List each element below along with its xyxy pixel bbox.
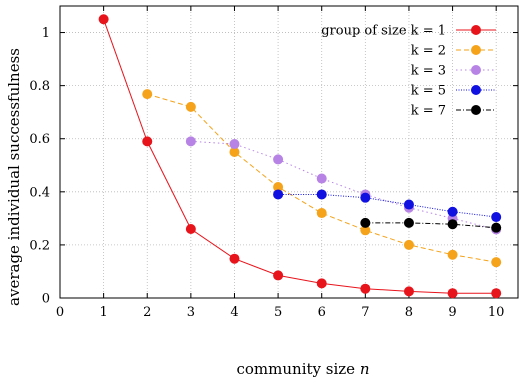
legend-marker bbox=[471, 45, 481, 55]
data-point bbox=[229, 139, 240, 150]
legend-item-5: k = 7 bbox=[411, 104, 496, 119]
series-line bbox=[147, 93, 497, 263]
x-tick-label: 0 bbox=[56, 305, 64, 320]
data-point bbox=[491, 288, 502, 299]
x-tick-label: 8 bbox=[405, 305, 413, 320]
legend-label: k = 7 bbox=[411, 104, 446, 119]
data-point bbox=[403, 217, 414, 228]
legend-label: k = 5 bbox=[411, 84, 446, 99]
series-line bbox=[103, 19, 497, 294]
data-point bbox=[273, 270, 284, 281]
data-point bbox=[142, 89, 153, 100]
data-point bbox=[360, 283, 371, 294]
series-4 bbox=[273, 189, 502, 223]
data-point bbox=[185, 101, 196, 112]
legend-item-1: group of size k = 1 bbox=[321, 24, 496, 39]
legend-marker bbox=[471, 85, 481, 95]
plot-frame bbox=[59, 5, 519, 299]
axis-ticks: 0 1 2 3 4 5 6 7 8 9 10 0 0.2 0.4 0.6 0.8 1 bbox=[29, 6, 518, 320]
x-tick-label: 3 bbox=[187, 305, 195, 320]
y-axis-label: average individual successfulness bbox=[5, 48, 23, 306]
data-point bbox=[229, 147, 240, 157]
series-2 bbox=[142, 89, 502, 268]
y-tick-label: 1 bbox=[42, 26, 50, 41]
series-1 bbox=[98, 14, 502, 299]
data-point bbox=[447, 206, 458, 217]
x-tick-label: 5 bbox=[274, 305, 282, 320]
series-line bbox=[278, 194, 497, 218]
y-tick-label: 0.4 bbox=[29, 185, 50, 200]
x-tick-label: 2 bbox=[143, 305, 151, 320]
data-point bbox=[316, 278, 327, 289]
data-point bbox=[491, 212, 502, 223]
data-point bbox=[316, 208, 327, 219]
data-point bbox=[491, 222, 502, 233]
x-tick-label: 6 bbox=[318, 305, 326, 320]
plot-border bbox=[59, 5, 519, 299]
legend-label: k = 2 bbox=[411, 44, 446, 59]
x-tick-label: 1 bbox=[99, 305, 107, 320]
data-point bbox=[403, 199, 414, 210]
x-tick-label: 10 bbox=[488, 305, 505, 320]
x-tick-label: 4 bbox=[230, 305, 238, 320]
legend-marker bbox=[471, 105, 481, 115]
y-tick-label: 0.8 bbox=[29, 79, 50, 94]
data-point bbox=[403, 286, 414, 297]
data-point bbox=[185, 136, 196, 147]
data-point bbox=[491, 257, 502, 268]
legend-item-2: k = 2 bbox=[411, 44, 496, 59]
legend-item-3: k = 3 bbox=[411, 64, 496, 79]
data-point bbox=[360, 225, 371, 236]
y-tick-label: 0 bbox=[42, 292, 50, 307]
data-point bbox=[185, 223, 196, 234]
data-point bbox=[447, 249, 458, 260]
series-line bbox=[365, 222, 497, 229]
series-5 bbox=[360, 217, 502, 233]
legend-label: group of size k = 1 bbox=[321, 24, 446, 39]
data-point bbox=[360, 217, 371, 228]
data-point bbox=[447, 288, 458, 299]
legend-marker bbox=[471, 65, 481, 75]
data-point bbox=[316, 173, 327, 184]
x-axis-label-variable: n bbox=[360, 360, 370, 378]
legend-item-4: k = 5 bbox=[411, 84, 496, 99]
series-layer bbox=[98, 14, 502, 299]
data-point bbox=[360, 192, 371, 203]
data-point bbox=[316, 189, 327, 200]
x-tick-label: 9 bbox=[448, 305, 456, 320]
data-point bbox=[273, 182, 284, 193]
legend: group of size k = 1 k = 2 k = 3 k = 5 k = 7 bbox=[321, 24, 496, 119]
data-point bbox=[273, 189, 284, 200]
data-point bbox=[142, 136, 153, 147]
y-tick-label: 0.6 bbox=[29, 132, 50, 147]
data-point bbox=[229, 253, 240, 264]
data-point bbox=[98, 14, 109, 25]
x-axis-label: community size n bbox=[237, 360, 370, 378]
x-axis-label-text: community size bbox=[237, 360, 360, 378]
data-point bbox=[447, 219, 458, 230]
y-tick-label: 0.2 bbox=[29, 238, 50, 253]
legend-marker bbox=[471, 25, 481, 35]
x-tick-label: 7 bbox=[361, 305, 369, 320]
data-point bbox=[403, 239, 414, 250]
data-point bbox=[273, 154, 284, 165]
legend-label: k = 3 bbox=[411, 64, 446, 79]
